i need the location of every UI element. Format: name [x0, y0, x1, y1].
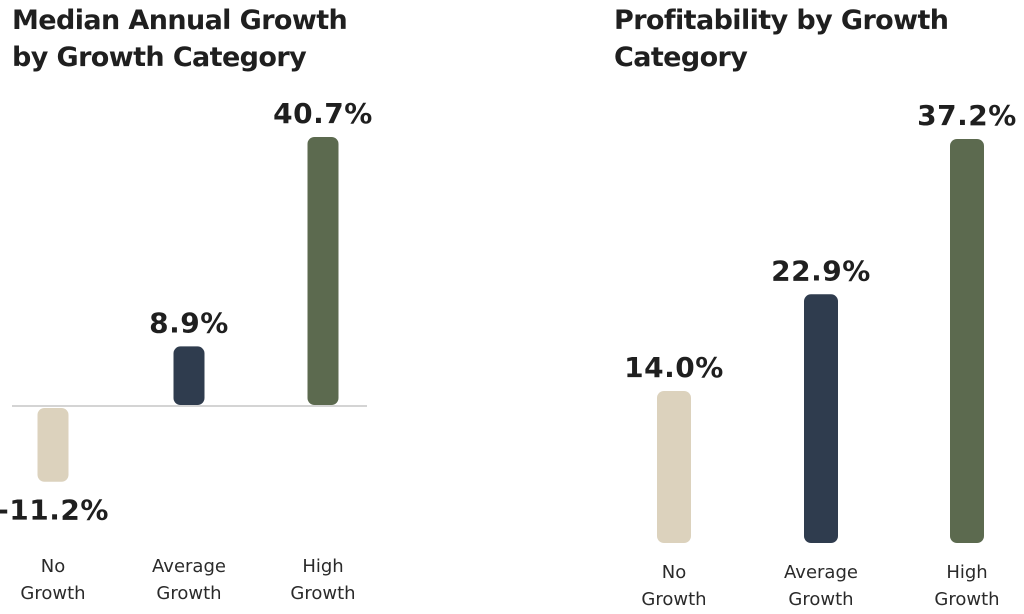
chart-2-title-line-1: Profitability by Growth [614, 5, 949, 36]
chart-2-category-label: Growth [934, 589, 999, 610]
chart-2-bar-no-growth [657, 390, 691, 543]
chart-2-bar-average-growth [804, 294, 838, 543]
chart-1-category-label: High [302, 556, 343, 577]
chart-2-value-label: 37.2% [917, 99, 1017, 132]
chart-1-category-label: Growth [156, 583, 221, 604]
chart-1-bar-no-growth [37, 408, 69, 482]
chart-1-category-label: Average [152, 556, 226, 577]
chart-1-value-label: 8.9% [149, 306, 229, 339]
chart-2-title: Profitability by Growth Category [614, 2, 949, 76]
chart-2-title-line-2: Category [614, 42, 748, 73]
chart-2-value-label: 14.0% [624, 351, 724, 384]
chart-2-category-label: High [946, 562, 987, 583]
chart-1-category-label: No [41, 556, 65, 577]
chart-2-category-label: Growth [641, 589, 706, 610]
chart-2-category-label: Growth [788, 589, 853, 610]
chart-1-bar-high-growth [307, 137, 339, 405]
chart-1-title-line-1: Median Annual Growth [12, 5, 348, 36]
chart-1-bar-average-growth [173, 346, 205, 405]
chart-2-bar-high-growth [950, 139, 984, 543]
chart-1-category-label: Growth [20, 583, 85, 604]
chart-1-title-line-2: by Growth Category [12, 42, 307, 73]
chart-1-title: Median Annual Growth by Growth Category [12, 2, 348, 76]
chart-2-category-label: Average [784, 562, 858, 583]
chart-1-value-label: -11.2% [0, 494, 109, 527]
chart-2-value-label: 22.9% [771, 254, 871, 287]
chart-2-category-label: No [662, 562, 686, 583]
chart-1-value-label: 40.7% [273, 97, 373, 130]
chart-1-category-label: Growth [290, 583, 355, 604]
